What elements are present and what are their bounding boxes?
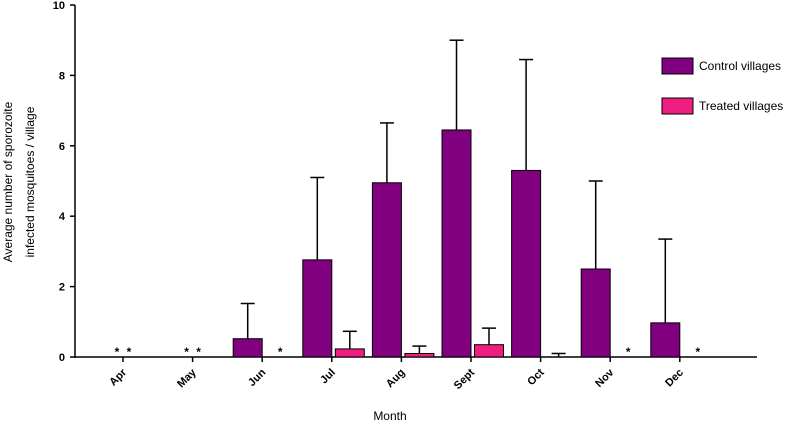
- x-tick-label: Jun: [246, 366, 269, 389]
- x-tick-label-group: May: [175, 366, 199, 390]
- y-axis-label: Average number of sporozoite infected mo…: [1, 101, 37, 262]
- bar: [232, 338, 263, 358]
- x-tick-label-group: Dec: [663, 367, 686, 390]
- bar: [441, 129, 472, 358]
- value-label: *: [278, 345, 283, 359]
- value-label: *: [695, 345, 700, 359]
- x-tick-label-group: Aug: [384, 367, 408, 391]
- bar: [404, 352, 435, 358]
- x-tick-label: Aug: [384, 367, 408, 391]
- x-tick-label: May: [175, 366, 199, 390]
- x-tick-label: Apr: [107, 366, 129, 388]
- y-tick-label: 6: [59, 141, 65, 153]
- x-tick-label: Sept: [452, 366, 478, 392]
- bar: [580, 268, 611, 358]
- y-axis-label-line: Average number of sporozoite: [1, 101, 15, 262]
- x-tick-label-group: Jul: [318, 367, 338, 387]
- y-axis-label-line: infected mosquitoes / village: [23, 106, 37, 257]
- x-tick-label: Jul: [318, 367, 338, 387]
- x-tick-label: Dec: [663, 367, 686, 390]
- y-tick-label: 0: [59, 352, 65, 364]
- x-tick-label: Nov: [593, 366, 617, 390]
- legend-label: Control villages: [699, 59, 781, 73]
- x-tick-label: Oct: [525, 366, 547, 388]
- bar: [474, 344, 504, 358]
- y-tick-label: 2: [59, 282, 65, 294]
- x-tick-label-group: Nov: [593, 366, 617, 390]
- bar: [650, 322, 681, 358]
- y-tick-label: 10: [53, 0, 65, 12]
- x-tick-label-group: Oct: [525, 366, 547, 388]
- legend-swatch: [661, 97, 694, 115]
- value-label: *: [115, 345, 120, 359]
- bar: [302, 259, 333, 358]
- value-label: *: [184, 345, 189, 359]
- legend-swatch: [661, 57, 694, 75]
- bar: [511, 169, 542, 358]
- legend-label: Treated villages: [699, 99, 783, 113]
- bar: [334, 348, 365, 358]
- value-label: *: [196, 345, 201, 359]
- value-label: *: [127, 345, 132, 359]
- x-tick-label-group: Jun: [246, 366, 269, 389]
- y-tick-label: 4: [59, 211, 66, 223]
- y-tick-label: 8: [59, 70, 65, 82]
- value-label: *: [626, 345, 631, 359]
- x-axis-label: Month: [373, 409, 406, 423]
- x-tick-label-group: Sept: [452, 366, 478, 392]
- x-tick-label-group: Apr: [107, 366, 129, 388]
- bar: [371, 182, 402, 358]
